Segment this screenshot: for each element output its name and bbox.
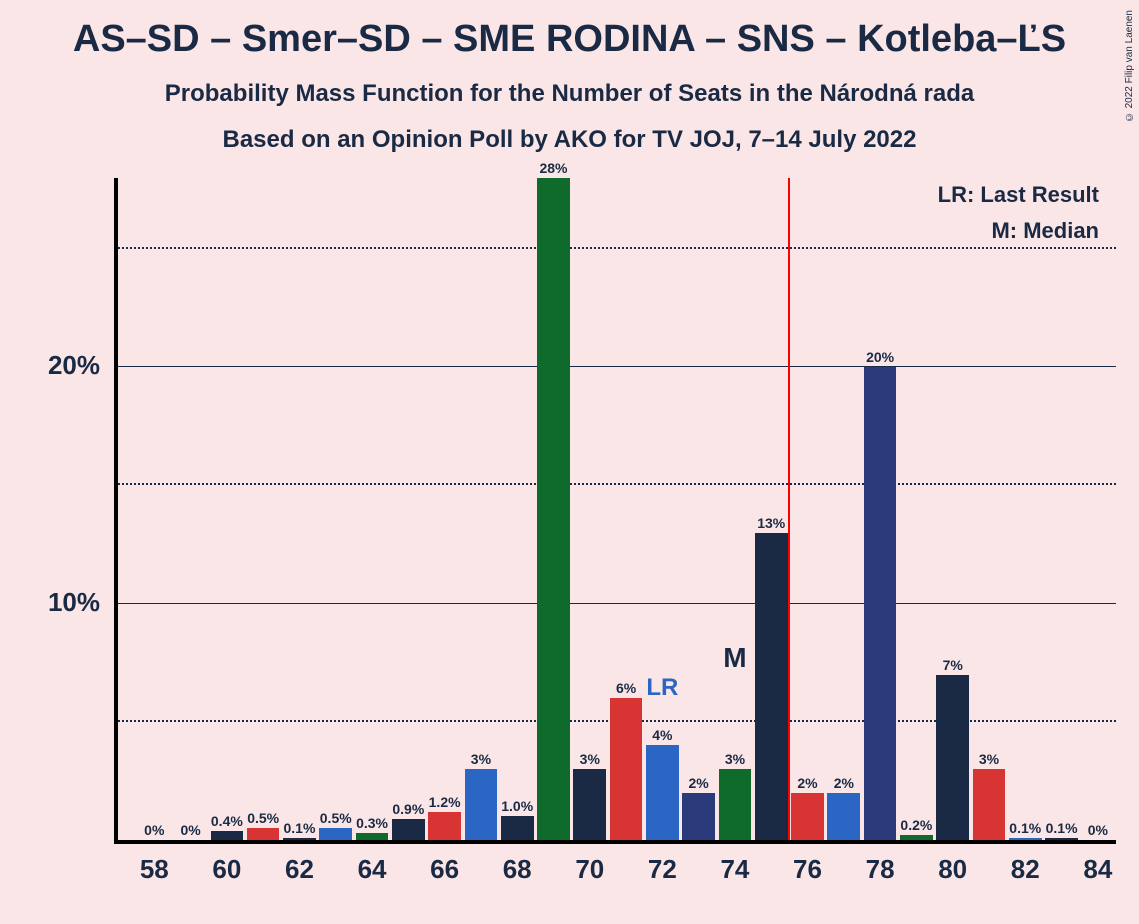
bar-value-label: 0.9% (392, 801, 424, 817)
bar-value-label: 0.3% (356, 815, 388, 831)
x-tick-label: 72 (648, 854, 677, 885)
x-tick-label: 62 (285, 854, 314, 885)
plot-area (118, 178, 1116, 840)
bar (465, 769, 498, 840)
bar (610, 698, 643, 840)
bar-value-label: 0.1% (1046, 820, 1078, 836)
bar (864, 367, 897, 840)
x-axis-line (114, 840, 1116, 844)
bar-value-label: 13% (757, 515, 785, 531)
bar-value-label: 0% (1088, 822, 1108, 838)
bar (356, 833, 389, 840)
bar-value-label: 2% (797, 775, 817, 791)
bar (319, 828, 352, 840)
median-line (788, 178, 790, 840)
bar-value-label: 7% (943, 657, 963, 673)
x-tick-label: 78 (866, 854, 895, 885)
bar (791, 793, 824, 840)
bar-value-label: 2% (689, 775, 709, 791)
bar (682, 793, 715, 840)
x-tick-label: 82 (1011, 854, 1040, 885)
bar-value-label: 1.2% (429, 794, 461, 810)
gridline-major (118, 366, 1116, 367)
bar (973, 769, 1006, 840)
bar-value-label: 20% (866, 349, 894, 365)
bar (501, 816, 534, 840)
bar-value-label: 0.4% (211, 813, 243, 829)
bar-value-label: 0.1% (283, 820, 315, 836)
bar-value-label: 2% (834, 775, 854, 791)
bar (827, 793, 860, 840)
x-tick-label: 66 (430, 854, 459, 885)
bar-value-label: 6% (616, 680, 636, 696)
x-tick-label: 60 (212, 854, 241, 885)
gridline-minor (118, 483, 1116, 485)
bar (537, 178, 570, 840)
lr-marker-label: LR (646, 674, 678, 702)
bar-value-label: 3% (979, 751, 999, 767)
gridline-minor (118, 247, 1116, 249)
bar (247, 828, 280, 840)
bar-value-label: 3% (580, 751, 600, 767)
bar (392, 819, 425, 840)
x-tick-label: 74 (720, 854, 749, 885)
bar (936, 675, 969, 841)
bar-value-label: 0% (144, 822, 164, 838)
y-tick-label: 20% (0, 350, 100, 381)
bar-value-label: 28% (539, 160, 567, 176)
bar (719, 769, 752, 840)
bar-value-label: 0.1% (1009, 820, 1041, 836)
chart-title: AS–SD – Smer–SD – SME RODINA – SNS – Kot… (0, 18, 1139, 61)
y-axis-line (114, 178, 118, 844)
y-tick-label: 10% (0, 587, 100, 618)
bar (573, 769, 606, 840)
bar (211, 831, 244, 840)
chart-subtitle-2: Based on an Opinion Poll by AKO for TV J… (0, 126, 1139, 154)
bar-value-label: 0.5% (247, 810, 279, 826)
bar-value-label: 3% (725, 751, 745, 767)
bar-value-label: 1.0% (501, 798, 533, 814)
x-tick-label: 58 (140, 854, 169, 885)
bar-value-label: 0.5% (320, 810, 352, 826)
bar-value-label: 0.2% (900, 817, 932, 833)
bar (646, 745, 679, 840)
x-tick-label: 76 (793, 854, 822, 885)
bar-value-label: 3% (471, 751, 491, 767)
gridline-major (118, 603, 1116, 604)
chart-subtitle-1: Probability Mass Function for the Number… (0, 80, 1139, 108)
bar (755, 533, 788, 840)
bar-value-label: 0% (180, 822, 200, 838)
bar (428, 812, 461, 840)
x-tick-label: 84 (1083, 854, 1112, 885)
x-tick-label: 64 (358, 854, 387, 885)
median-marker-label: M (723, 642, 746, 674)
x-tick-label: 70 (575, 854, 604, 885)
copyright-text: © 2022 Filip van Laenen (1124, 10, 1135, 122)
x-tick-label: 68 (503, 854, 532, 885)
x-tick-label: 80 (938, 854, 967, 885)
bar-value-label: 4% (652, 727, 672, 743)
